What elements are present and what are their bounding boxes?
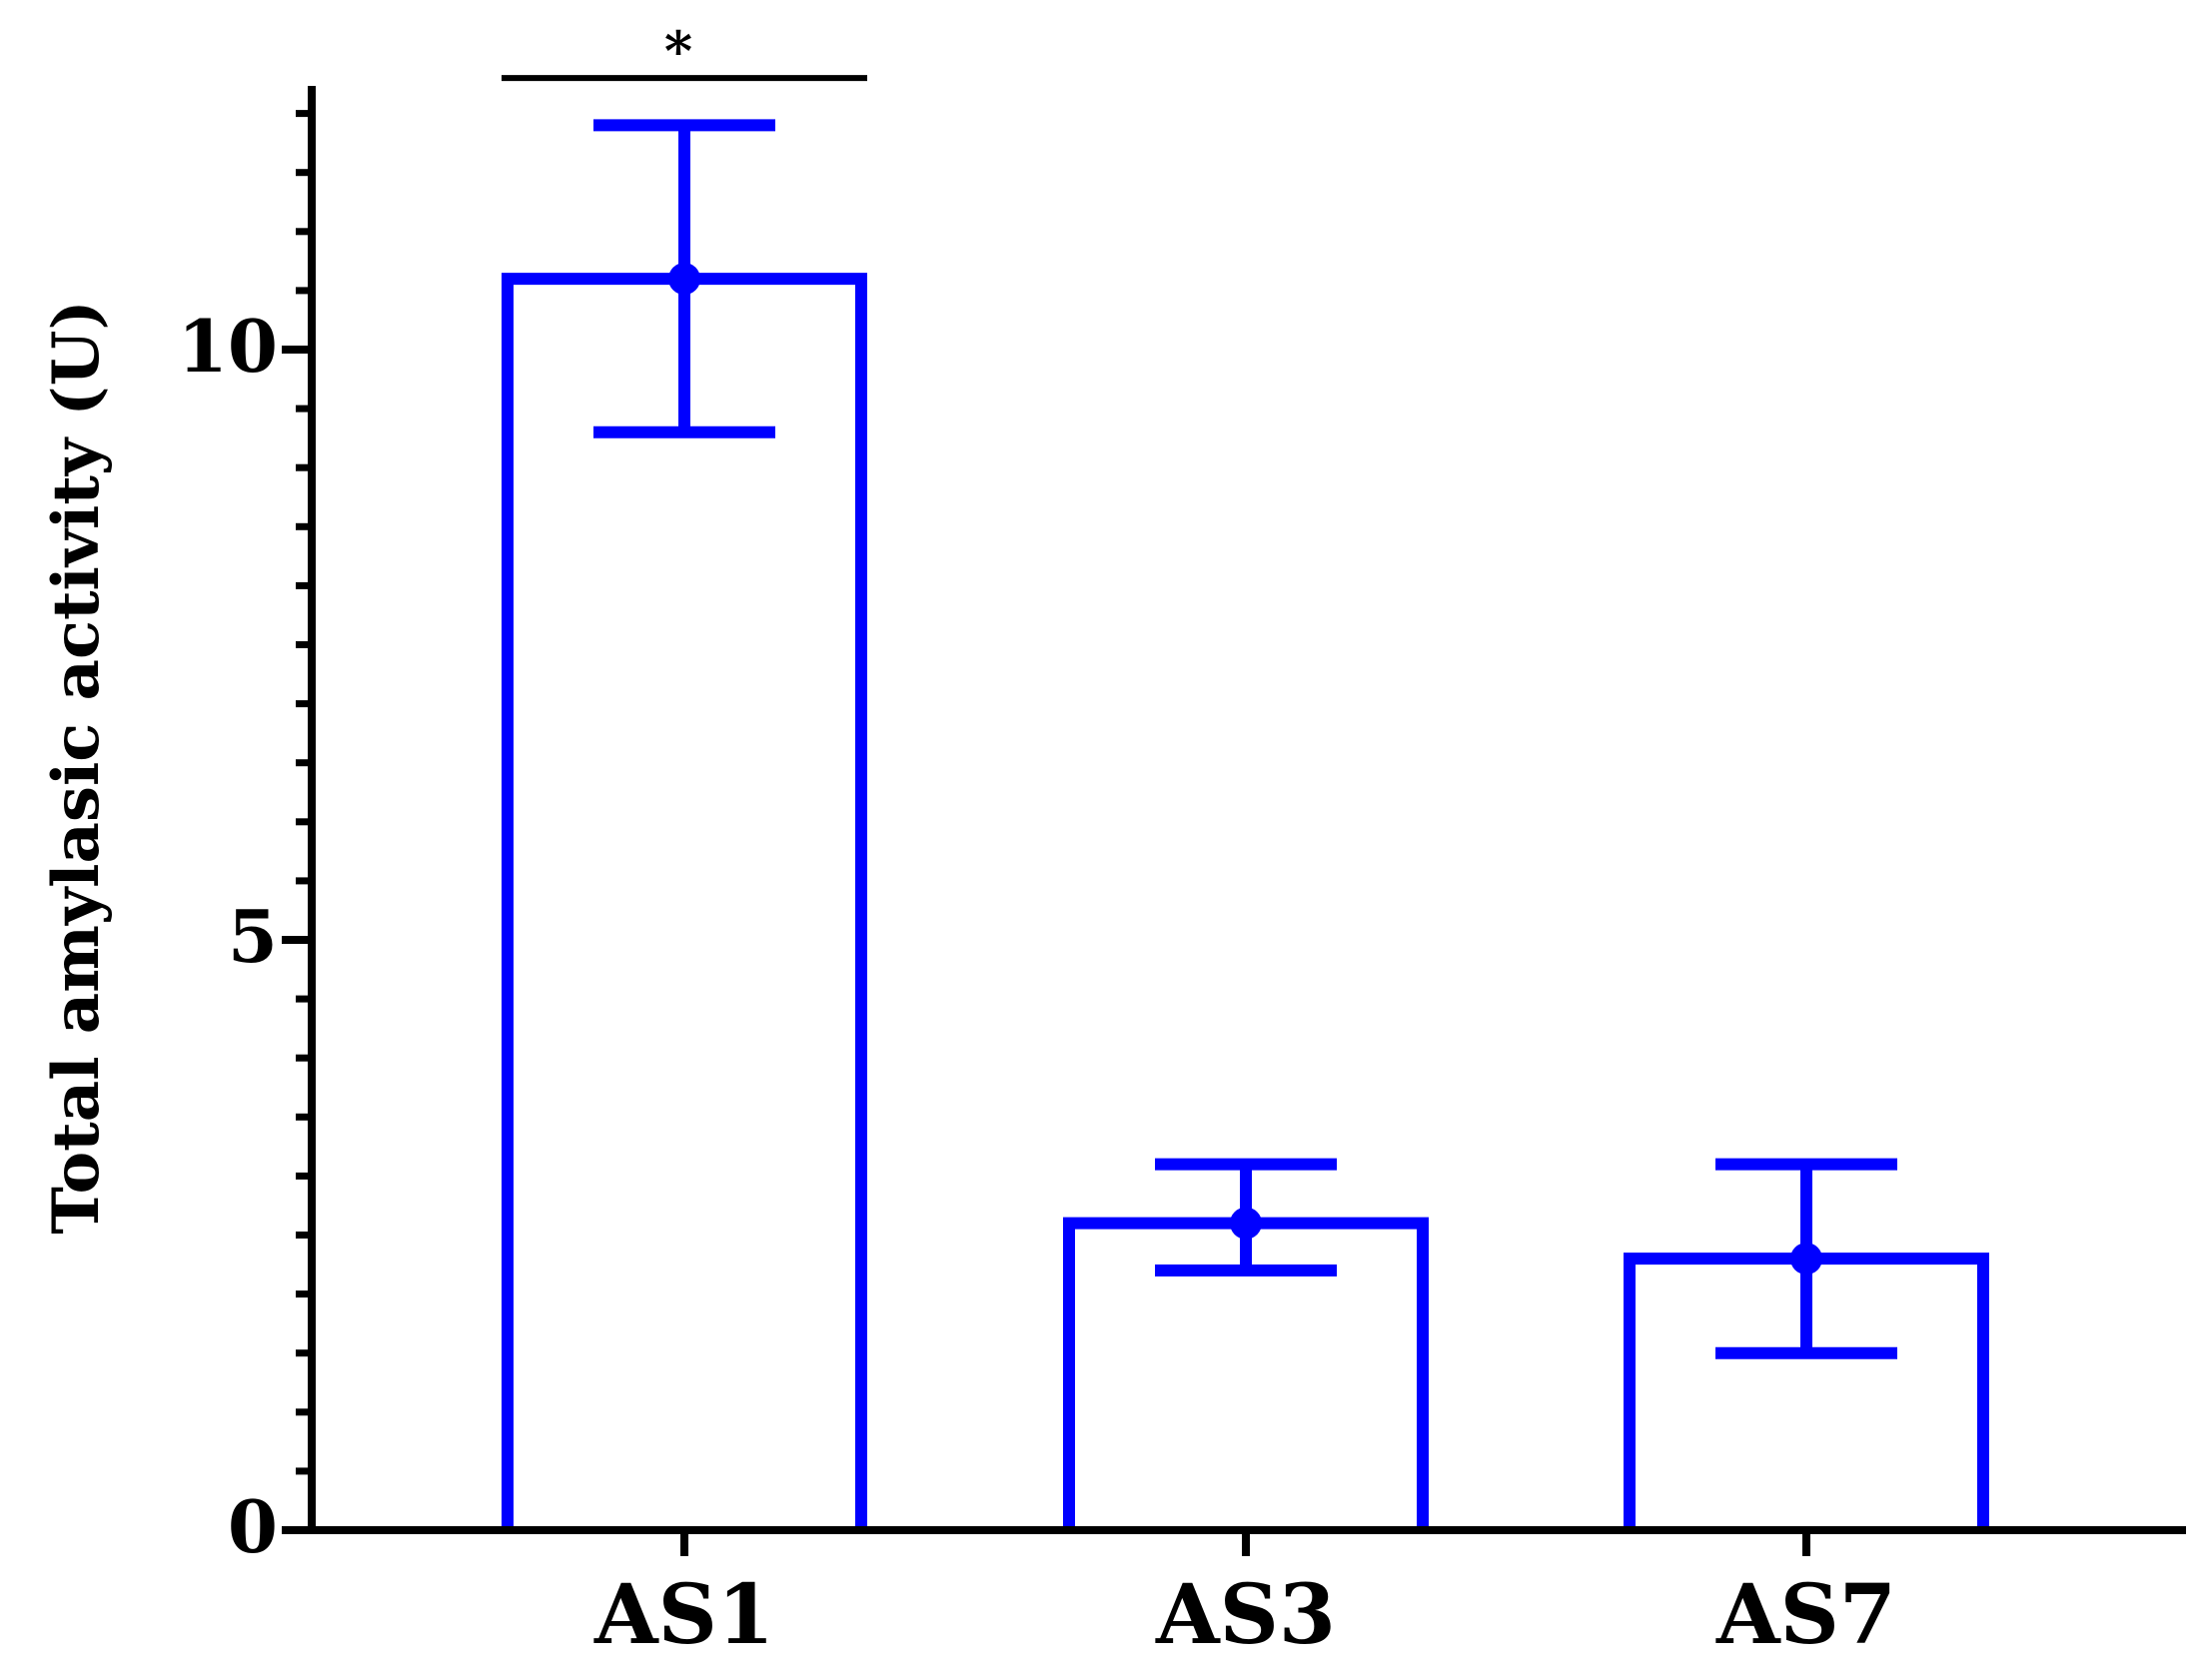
mean-point-as7 [1790, 1243, 1822, 1275]
x-tick-label-as7: AS7 [1715, 1567, 1896, 1663]
chart-marks [502, 119, 1989, 1530]
x-tick-label-as1: AS1 [593, 1567, 774, 1663]
bar-as1 [502, 273, 867, 1530]
mean-point-as1 [668, 263, 700, 296]
mean-point-as3 [1230, 1207, 1262, 1240]
chart-axes: 0 5 10 AS1 AS3 AS7 * [178, 19, 2186, 1663]
significance-star: * [664, 19, 692, 83]
y-axis-label: Total amylasic activity (U) [39, 300, 114, 1235]
y-tick-label: 10 [178, 304, 278, 389]
y-tick-label: 0 [228, 1484, 278, 1569]
x-tick-label-as3: AS3 [1155, 1567, 1336, 1663]
y-tick-label: 5 [228, 894, 278, 979]
